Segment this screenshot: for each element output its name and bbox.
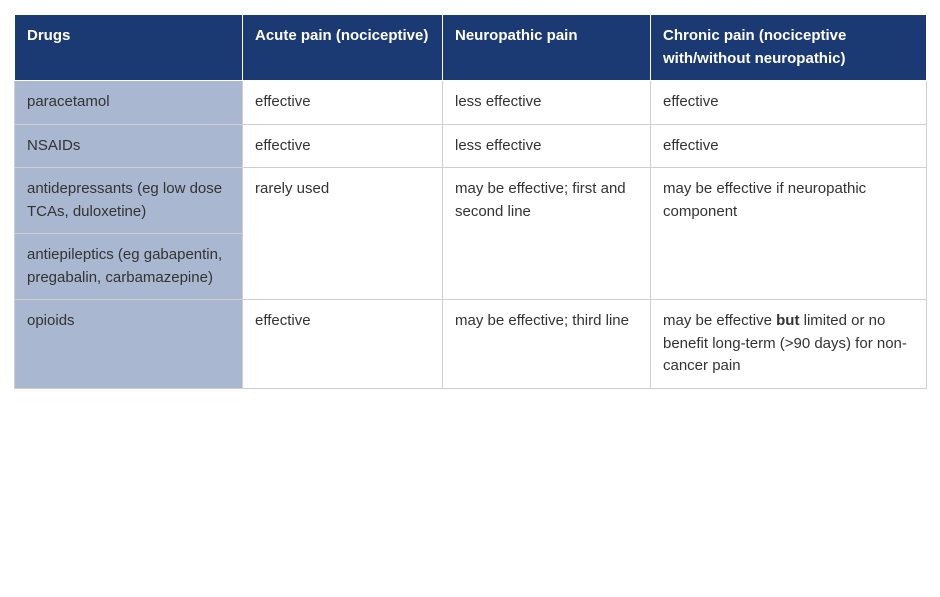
cell-chronic: effective	[651, 124, 927, 168]
cell-chronic: may be effective if neuropathic componen…	[651, 168, 927, 300]
cell-acute: effective	[243, 81, 443, 125]
drug-effectiveness-table: Drugs Acute pain (nociceptive) Neuropath…	[14, 14, 927, 389]
drug-name: antidepressants (eg low dose TCAs, dulox…	[15, 168, 243, 234]
col-header-drugs: Drugs	[15, 15, 243, 81]
cell-neuropathic: less effective	[443, 81, 651, 125]
table-row: paracetamol effective less effective eff…	[15, 81, 927, 125]
cell-neuropathic: less effective	[443, 124, 651, 168]
cell-neuropathic: may be effective; third line	[443, 300, 651, 389]
table-row: NSAIDs effective less effective effectiv…	[15, 124, 927, 168]
col-header-acute: Acute pain (nociceptive)	[243, 15, 443, 81]
drug-name: paracetamol	[15, 81, 243, 125]
drug-name: antiepileptics (eg gabapentin, pregabali…	[15, 234, 243, 300]
cell-acute: effective	[243, 300, 443, 389]
cell-chronic: effective	[651, 81, 927, 125]
table-header-row: Drugs Acute pain (nociceptive) Neuropath…	[15, 15, 927, 81]
col-header-neuropathic: Neuropathic pain	[443, 15, 651, 81]
drug-name: opioids	[15, 300, 243, 389]
table-row: antidepressants (eg low dose TCAs, dulox…	[15, 168, 927, 234]
cell-chronic: may be effective but limited or no benef…	[651, 300, 927, 389]
drug-name: NSAIDs	[15, 124, 243, 168]
col-header-chronic: Chronic pain (nociceptive with/without n…	[651, 15, 927, 81]
table-row: opioids effective may be effective; thir…	[15, 300, 927, 389]
cell-acute: rarely used	[243, 168, 443, 300]
cell-acute: effective	[243, 124, 443, 168]
cell-neuropathic: may be effective; first and second line	[443, 168, 651, 300]
